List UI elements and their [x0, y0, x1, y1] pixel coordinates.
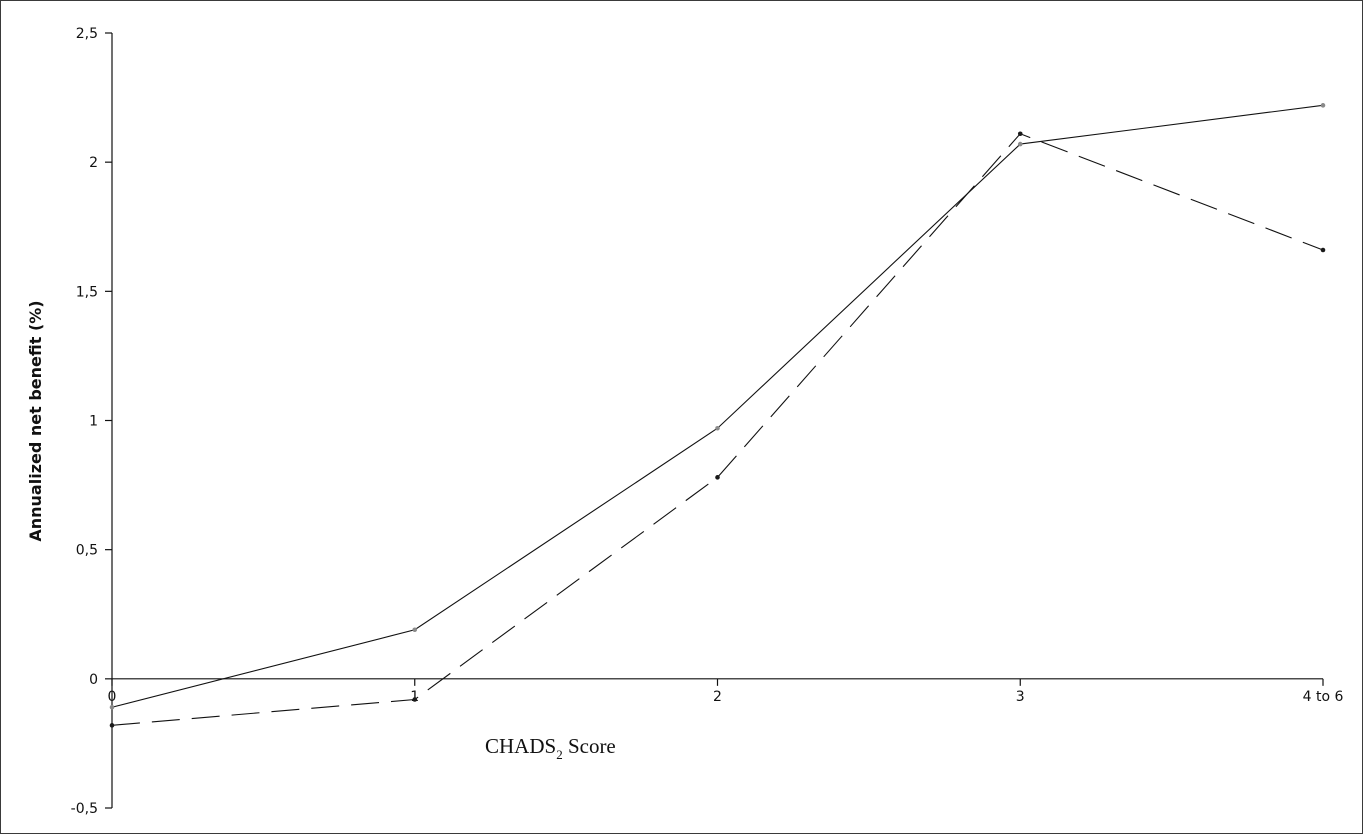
y-tick-label: 1,5: [76, 284, 98, 300]
series-line-1: [111, 104, 1324, 708]
y-tick-label: -0,5: [71, 801, 98, 817]
x-tick-label: 3: [1016, 689, 1025, 705]
series-1-point: [412, 627, 418, 633]
series-1-point: [109, 704, 115, 710]
series-line-2: [111, 133, 1324, 726]
x-axis-label-main: CHADS: [485, 734, 556, 758]
y-axis-label: Annualized net benefit (%): [26, 300, 45, 541]
y-tick-label: 2,5: [76, 26, 98, 42]
y-tick-label: 0,5: [76, 543, 98, 559]
x-axis-label-suffix: Score: [563, 734, 616, 758]
y-tick-label: 2: [89, 155, 98, 171]
x-ticks: 0 1 2 3 4 to 6: [108, 678, 1344, 705]
x-tick-label: 4 to 6: [1303, 689, 1344, 705]
x-tick-label: 1: [410, 689, 419, 705]
x-tick-label: 0: [108, 689, 117, 705]
series-layer: [109, 103, 1326, 728]
series-2-point: [109, 723, 115, 728]
y-tick-label: 1: [89, 414, 98, 430]
x-axis-label-subscript: 2: [556, 747, 563, 762]
series-1-point: [1017, 141, 1023, 147]
series-1-point: [1320, 103, 1326, 108]
series-1-point: [715, 425, 720, 431]
series-2-point: [1017, 131, 1023, 137]
x-tick-label: 2: [713, 689, 722, 705]
series-2-point: [715, 475, 720, 480]
series-2-point: [1320, 247, 1326, 253]
series-2-point: [412, 697, 418, 702]
y-ticks: 2,5 2 1,5 1 0,5 0 -0,5: [71, 26, 112, 817]
y-tick-label: 0: [89, 672, 98, 688]
x-axis-label: CHADS2 Score: [485, 734, 616, 762]
